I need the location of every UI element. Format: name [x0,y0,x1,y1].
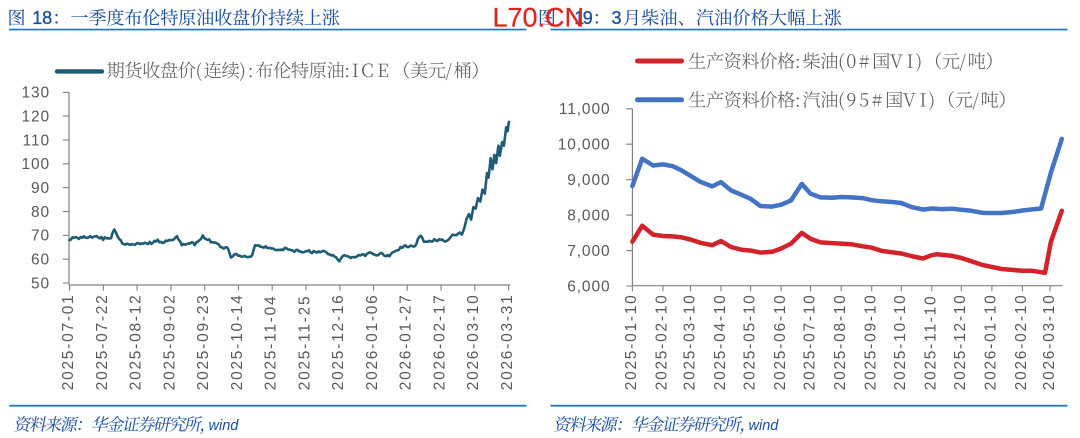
svg-text:2025-10-14: 2025-10-14 [229,294,246,391]
svg-text:80: 80 [31,204,50,221]
svg-text:9,000: 9,000 [567,172,610,189]
svg-text:2025-09-23: 2025-09-23 [195,294,212,391]
svg-text:2025-08-12: 2025-08-12 [128,294,145,391]
svg-text:100: 100 [21,156,50,173]
svg-text:7,000: 7,000 [567,243,610,260]
svg-text:2025-07-10: 2025-07-10 [801,294,818,391]
svg-text:2025-05-10: 2025-05-10 [741,294,758,391]
svg-text:L70.CN: L70.CN [493,3,585,33]
svg-text:2025-07-22: 2025-07-22 [94,294,111,391]
svg-text:2025-12-10: 2025-12-10 [952,294,969,391]
svg-text:2025-10-10: 2025-10-10 [892,294,909,391]
svg-text:2025-09-10: 2025-09-10 [863,294,880,391]
svg-text:18: 18 [32,8,52,28]
svg-text:2025-08-10: 2025-08-10 [832,294,849,391]
svg-text:8,000: 8,000 [567,207,610,224]
svg-text:50: 50 [31,275,50,292]
svg-text:2026-02-17: 2026-02-17 [432,294,449,391]
svg-text:10,000: 10,000 [558,137,611,154]
svg-text:2025-02-10: 2025-02-10 [654,294,671,391]
svg-text:6,000: 6,000 [567,278,610,295]
svg-text:2025-12-16: 2025-12-16 [330,294,347,391]
svg-text:2026-02-10: 2026-02-10 [1013,294,1030,391]
svg-text:wind: wind [209,418,240,434]
svg-text:90: 90 [31,180,50,197]
svg-text:2025-11-10: 2025-11-10 [923,295,940,391]
svg-text:2025-09-02: 2025-09-02 [161,294,178,391]
svg-text:2025-06-10: 2025-06-10 [772,294,789,391]
svg-text:2025-11-04: 2025-11-04 [263,295,280,391]
svg-text:2026-03-31: 2026-03-31 [499,294,516,391]
svg-text:3: 3 [612,8,622,28]
svg-text:130: 130 [21,85,50,102]
svg-text:60: 60 [31,252,50,269]
svg-text:120: 120 [21,109,50,126]
svg-text:110: 110 [23,132,50,149]
svg-text:2026-03-10: 2026-03-10 [465,294,482,391]
svg-text:2026-01-10: 2026-01-10 [983,294,1000,391]
svg-text:70: 70 [31,228,50,245]
svg-text:wind: wind [749,418,780,434]
svg-text:2025-11-25: 2025-11-25 [296,295,313,391]
svg-text:19: 19 [574,8,593,28]
svg-text:2025-04-10: 2025-04-10 [712,294,729,391]
svg-text:2026-01-27: 2026-01-27 [398,294,415,391]
svg-text:2025-03-10: 2025-03-10 [681,294,698,391]
svg-text:2025-07-01: 2025-07-01 [60,294,77,391]
svg-text:2026-03-10: 2026-03-10 [1041,294,1058,391]
svg-text:2026-01-06: 2026-01-06 [364,294,381,391]
svg-text:11,000: 11,000 [559,101,611,118]
svg-text:2025-01-10: 2025-01-10 [623,294,640,391]
